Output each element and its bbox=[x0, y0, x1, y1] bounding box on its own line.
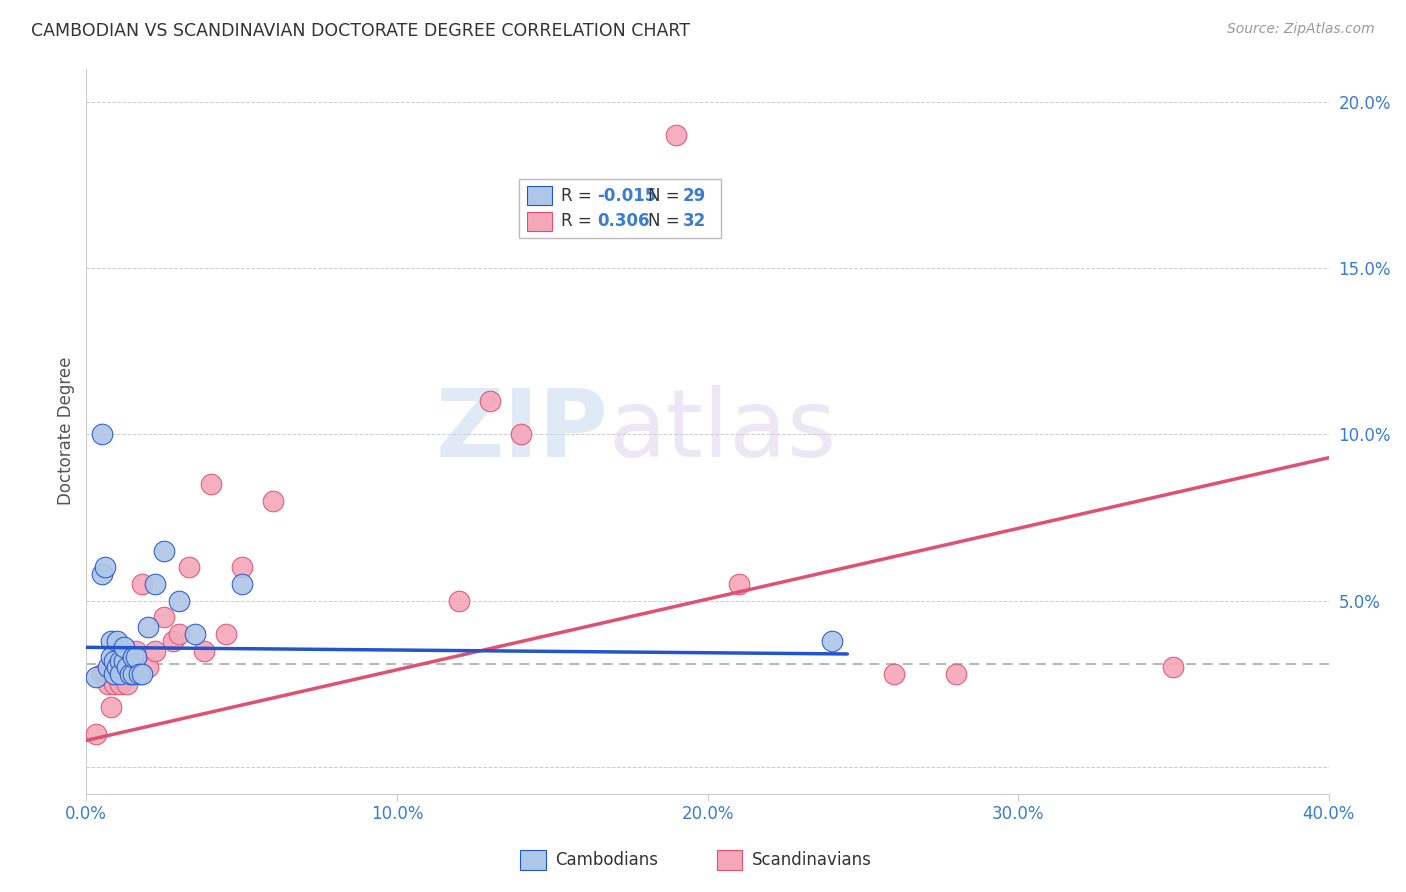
Point bbox=[100, 650, 122, 665]
Point bbox=[153, 610, 176, 624]
Point bbox=[90, 567, 112, 582]
Point bbox=[821, 633, 844, 648]
Point bbox=[727, 577, 749, 591]
Text: atlas: atlas bbox=[609, 385, 837, 477]
Text: 32: 32 bbox=[683, 212, 706, 230]
Point bbox=[231, 577, 253, 591]
Text: N =: N = bbox=[648, 212, 685, 230]
Text: Cambodians: Cambodians bbox=[555, 851, 658, 869]
Point bbox=[112, 654, 135, 668]
Point bbox=[105, 654, 128, 668]
Point bbox=[184, 627, 207, 641]
Point bbox=[90, 427, 112, 442]
Point bbox=[84, 670, 107, 684]
Text: ZIP: ZIP bbox=[436, 385, 609, 477]
Point bbox=[122, 667, 145, 681]
Point bbox=[100, 700, 122, 714]
Point bbox=[125, 643, 148, 657]
Point bbox=[177, 560, 200, 574]
Point bbox=[510, 427, 533, 442]
Point bbox=[138, 660, 160, 674]
Text: 29: 29 bbox=[683, 186, 706, 204]
Point bbox=[162, 633, 184, 648]
Point bbox=[143, 577, 166, 591]
Point bbox=[115, 677, 138, 691]
Point bbox=[447, 593, 470, 607]
Text: Scandinavians: Scandinavians bbox=[752, 851, 872, 869]
Point bbox=[122, 654, 145, 668]
Point bbox=[193, 643, 215, 657]
Text: CAMBODIAN VS SCANDINAVIAN DOCTORATE DEGREE CORRELATION CHART: CAMBODIAN VS SCANDINAVIAN DOCTORATE DEGR… bbox=[31, 22, 690, 40]
Point bbox=[118, 667, 141, 681]
Point bbox=[110, 667, 132, 681]
Point bbox=[945, 667, 967, 681]
Y-axis label: Doctorate Degree: Doctorate Degree bbox=[58, 357, 75, 505]
Point bbox=[131, 577, 153, 591]
Point bbox=[665, 128, 688, 142]
Point bbox=[231, 560, 253, 574]
Point bbox=[105, 660, 128, 674]
Point bbox=[112, 640, 135, 655]
Text: 0.306: 0.306 bbox=[598, 212, 650, 230]
Point bbox=[110, 677, 132, 691]
Point bbox=[100, 633, 122, 648]
Point bbox=[200, 477, 222, 491]
Text: R =: R = bbox=[561, 186, 596, 204]
Point bbox=[84, 727, 107, 741]
Point bbox=[90, 667, 112, 681]
Point bbox=[112, 650, 135, 665]
Point bbox=[215, 627, 238, 641]
Point bbox=[94, 560, 117, 574]
Point bbox=[115, 660, 138, 674]
Point bbox=[883, 667, 905, 681]
Point bbox=[138, 620, 160, 634]
Point bbox=[143, 643, 166, 657]
Point bbox=[122, 650, 145, 665]
Point bbox=[125, 650, 148, 665]
Point bbox=[103, 667, 125, 681]
Text: -0.015: -0.015 bbox=[598, 186, 657, 204]
Text: Source: ZipAtlas.com: Source: ZipAtlas.com bbox=[1227, 22, 1375, 37]
Point bbox=[169, 627, 191, 641]
Point bbox=[97, 677, 120, 691]
Point bbox=[105, 633, 128, 648]
Point bbox=[1163, 660, 1185, 674]
Point bbox=[153, 544, 176, 558]
Point bbox=[479, 394, 502, 409]
Point bbox=[131, 667, 153, 681]
Point bbox=[118, 660, 141, 674]
Point bbox=[110, 654, 132, 668]
Point bbox=[97, 660, 120, 674]
Point bbox=[128, 667, 150, 681]
Point bbox=[103, 677, 125, 691]
Text: N =: N = bbox=[648, 186, 685, 204]
Point bbox=[103, 654, 125, 668]
Point bbox=[169, 593, 191, 607]
Point bbox=[262, 494, 284, 508]
Text: R =: R = bbox=[561, 212, 602, 230]
